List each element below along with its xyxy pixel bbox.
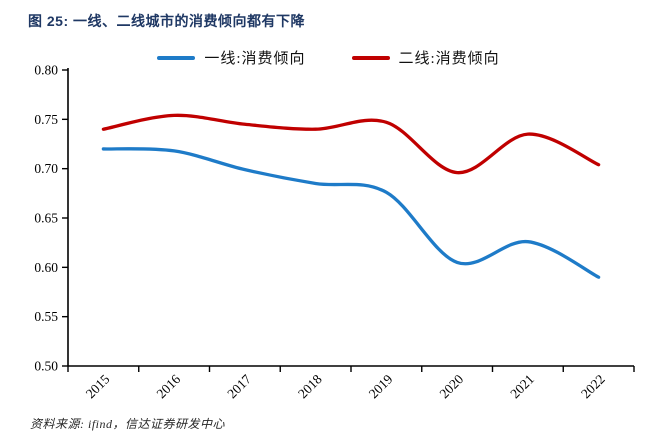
x-tick-label: 2017 — [224, 371, 254, 401]
x-tick-label: 2022 — [578, 372, 608, 402]
chart-title: 图 25: 一线、二线城市的消费倾向都有下降 — [28, 13, 306, 29]
x-tick-label: 2019 — [366, 371, 396, 401]
second-tier-line-swatch — [351, 55, 390, 60]
x-tick-label: 2016 — [154, 371, 184, 401]
x-tick-label: 2018 — [295, 371, 325, 401]
x-tick-label: 2021 — [507, 372, 537, 402]
first-tier-series-line — [101, 147, 601, 279]
legend-label-first-tier: 一线:消费倾向 — [204, 51, 306, 67]
x-tick-label: 2015 — [83, 371, 113, 401]
second-tier-series-line — [101, 113, 601, 175]
chart-legend: 一线:消费倾向 二线:消费倾向 — [0, 47, 657, 68]
legend-label-second-tier: 二线:消费倾向 — [398, 51, 500, 67]
y-tick-label: 0.65 — [34, 211, 58, 226]
y-tick-label: 0.80 — [34, 63, 58, 78]
legend-item-second-tier: 二线:消费倾向 — [351, 47, 500, 68]
source-note: 资料来源: ifind，信达证券研发中心 — [30, 417, 225, 431]
first-tier-line-swatch — [157, 55, 196, 60]
legend-item-first-tier: 一线:消费倾向 — [157, 47, 305, 68]
y-tick-label: 0.60 — [34, 260, 58, 275]
y-tick-label: 0.75 — [34, 112, 58, 127]
y-tick-label: 0.55 — [34, 309, 58, 324]
y-tick-label: 0.70 — [34, 161, 58, 176]
x-tick-label: 2020 — [437, 371, 467, 401]
y-tick-label: 0.50 — [34, 359, 58, 374]
